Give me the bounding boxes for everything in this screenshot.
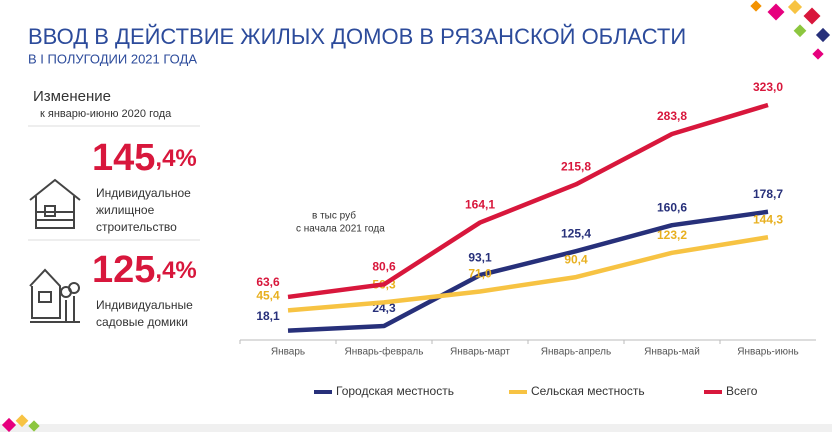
- change-label: Индивидуальные: [96, 298, 193, 312]
- legend-label: Городская местность: [336, 384, 454, 398]
- change-fraction: ,4%: [155, 257, 196, 284]
- chart-note: в тыс руб: [312, 210, 356, 222]
- change-value: 125,4%: [92, 249, 197, 291]
- change-integer: 145: [92, 137, 155, 179]
- garden-house-icon: [29, 268, 80, 323]
- x-tick-label: Январь-июнь: [737, 347, 798, 358]
- title: ВВОД В ДЕЙСТВИЕ ЖИЛЫХ ДОМОВ В РЯЗАНСКОЙ …: [28, 24, 686, 49]
- change-label: Индивидуальное: [96, 186, 191, 200]
- change-value: 145,4%: [92, 137, 197, 179]
- value-label: 164,1: [465, 198, 495, 212]
- chart-note: с начала 2021 года: [296, 224, 385, 235]
- footer-strip: [0, 424, 832, 432]
- value-label: 93,1: [468, 250, 492, 264]
- value-label: 178,7: [753, 187, 783, 201]
- legend-label: Сельская местность: [531, 384, 645, 398]
- value-label: 71,0: [468, 267, 492, 281]
- x-tick-label: Январь-март: [450, 347, 510, 358]
- line-series: [287, 209, 769, 333]
- x-tick-label: Январь-апрель: [541, 347, 611, 358]
- value-label: 45,4: [256, 289, 280, 303]
- value-label: 144,3: [753, 212, 783, 226]
- value-label: 215,8: [561, 159, 591, 173]
- summary: 145,4%Индивидуальноежилищноестроительств…: [92, 137, 197, 329]
- x-tick-label: Январь: [271, 347, 305, 358]
- value-label: 90,4: [564, 252, 588, 266]
- subtitle: В I ПОЛУГОДИИ 2021 ГОДА: [28, 51, 197, 66]
- value-label: 125,4: [561, 226, 591, 240]
- line-series: [287, 235, 769, 313]
- house-icon: [29, 178, 81, 229]
- change-label: строительство: [96, 220, 177, 234]
- summary-subheading: к январю-июню 2020 года: [40, 108, 172, 120]
- value-label: 283,8: [657, 109, 687, 123]
- x-tick-label: Январь-май: [644, 347, 700, 358]
- change-integer: 125: [92, 249, 155, 291]
- value-label: 323,0: [753, 80, 783, 94]
- line-series: [287, 102, 769, 300]
- change-label: садовые домики: [96, 315, 188, 329]
- value-label: 123,2: [657, 228, 687, 242]
- value-label: 63,6: [256, 275, 280, 289]
- summary-heading: Изменение: [33, 88, 111, 105]
- legend-label: Всего: [726, 384, 758, 398]
- value-label: 80,6: [372, 260, 396, 274]
- change-fraction: ,4%: [155, 145, 196, 172]
- chart: в тыс руб с начала 2021 года Январь Январ…: [239, 80, 816, 398]
- value-label: 160,6: [657, 200, 687, 214]
- value-label: 18,1: [256, 309, 280, 323]
- x-tick-label: Январь-февраль: [345, 346, 424, 358]
- change-label: жилищное: [96, 203, 155, 217]
